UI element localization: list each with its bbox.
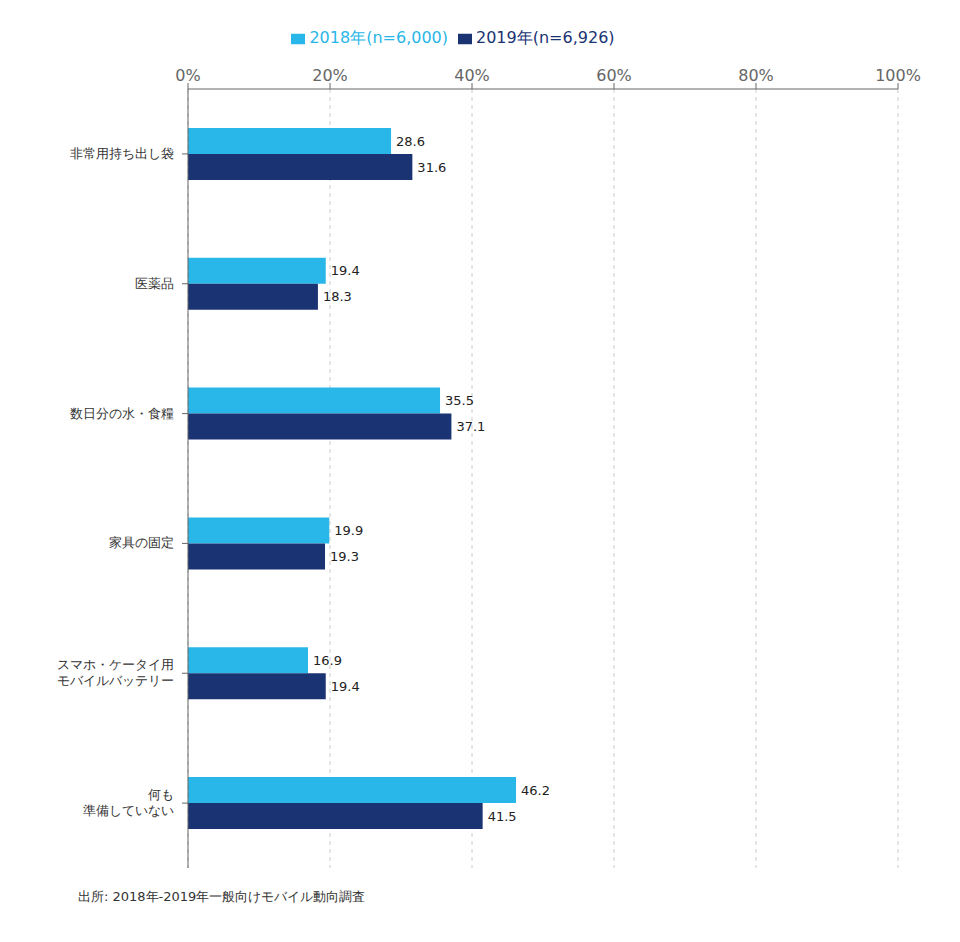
- svg-text:18.3: 18.3: [323, 289, 352, 304]
- svg-text:28.6: 28.6: [396, 134, 425, 149]
- svg-text:40%: 40%: [454, 66, 490, 85]
- svg-text:19.4: 19.4: [331, 679, 360, 694]
- svg-text:37.1: 37.1: [456, 419, 485, 434]
- svg-text:0%: 0%: [175, 66, 200, 85]
- svg-text:非常用持ち出し袋: 非常用持ち出し袋: [70, 145, 174, 160]
- svg-text:100%: 100%: [875, 66, 921, 85]
- svg-text:スマホ・ケータイ用モバイルバッテリー: スマホ・ケータイ用モバイルバッテリー: [57, 657, 174, 688]
- svg-text:46.2: 46.2: [521, 783, 550, 798]
- svg-text:19.4: 19.4: [331, 263, 360, 278]
- svg-text:数日分の水・食糧: 数日分の水・食糧: [70, 405, 174, 420]
- svg-text:家具の固定: 家具の固定: [109, 535, 174, 550]
- svg-text:19.3: 19.3: [330, 549, 359, 564]
- html-text:2018年(n=6,000): 2018年(n=6,000): [309, 28, 448, 47]
- svg-text:41.5: 41.5: [488, 809, 517, 824]
- html-text:2019年(n=6,926): 2019年(n=6,926): [476, 28, 615, 47]
- svg-text:医薬品: 医薬品: [135, 275, 174, 290]
- svg-text:16.9: 16.9: [313, 653, 342, 668]
- html-text:出所: 2018年-2019年一般向けモバイル動向調査: 出所: 2018年-2019年一般向けモバイル動向調査: [78, 889, 366, 904]
- svg-text:31.6: 31.6: [417, 160, 446, 175]
- svg-text:35.5: 35.5: [445, 393, 474, 408]
- svg-text:19.9: 19.9: [334, 523, 363, 538]
- svg-text:60%: 60%: [596, 66, 632, 85]
- svg-text:20%: 20%: [312, 66, 348, 85]
- svg-text:何も準備していない: 何も準備していない: [83, 787, 174, 818]
- svg-text:80%: 80%: [738, 66, 774, 85]
